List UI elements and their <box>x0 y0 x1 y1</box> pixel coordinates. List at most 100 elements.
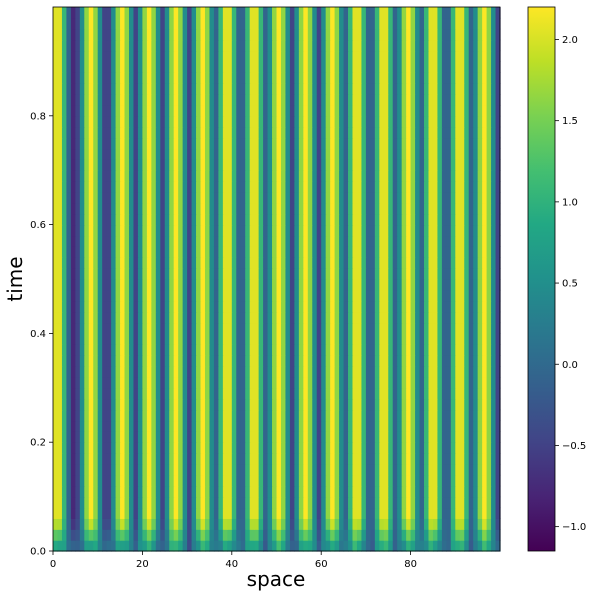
heatmap-cell <box>196 474 202 487</box>
heatmap-cell <box>325 17 331 30</box>
heatmap-cell <box>240 289 246 302</box>
heatmap-cell <box>361 453 367 465</box>
heatmap-cell <box>473 50 479 62</box>
heatmap-cell <box>374 126 380 139</box>
heatmap-cell <box>419 202 425 215</box>
heatmap-cell <box>343 170 349 182</box>
heatmap-cell <box>276 28 282 41</box>
heatmap-cell <box>240 431 246 443</box>
heatmap-cell <box>298 50 304 62</box>
heatmap-cell <box>415 387 421 400</box>
heatmap-cell <box>285 83 291 95</box>
heatmap-cell <box>432 17 439 30</box>
heatmap-cell <box>356 94 363 106</box>
heatmap-cell <box>151 366 157 378</box>
heatmap-cell <box>173 279 179 291</box>
heatmap-cell <box>477 268 483 280</box>
heatmap-cell <box>84 72 90 84</box>
heatmap-cell <box>495 485 501 498</box>
heatmap-cell <box>196 398 202 411</box>
heatmap-cell <box>325 376 331 389</box>
heatmap-cell <box>93 268 99 280</box>
heatmap-cell <box>57 463 63 476</box>
heatmap-cell <box>303 7 309 19</box>
heatmap-cell <box>222 398 228 411</box>
heatmap-cell <box>280 496 287 509</box>
heatmap-cell <box>397 420 403 432</box>
heatmap-cell <box>53 463 59 476</box>
heatmap-cell <box>267 235 273 247</box>
heatmap-cell <box>419 170 425 182</box>
heatmap-cell <box>97 137 103 150</box>
heatmap-cell <box>428 191 434 204</box>
heatmap-cell <box>294 387 300 400</box>
heatmap-cell <box>151 529 157 541</box>
heatmap-cell <box>383 311 389 324</box>
heatmap-cell <box>491 191 497 204</box>
heatmap-cell <box>486 279 492 291</box>
heatmap-cell <box>79 333 85 345</box>
heatmap-cell <box>164 126 170 139</box>
heatmap-cell <box>272 518 278 530</box>
heatmap-cell <box>263 376 269 389</box>
heatmap-cell <box>316 420 322 432</box>
heatmap-cell <box>258 496 264 509</box>
heatmap-cell <box>383 7 389 19</box>
heatmap-cell <box>459 376 465 389</box>
heatmap-cell <box>361 474 367 487</box>
heatmap-cell <box>303 529 309 541</box>
heatmap-cell <box>312 529 318 541</box>
heatmap-cell <box>218 453 224 465</box>
heatmap-cell <box>450 529 456 541</box>
heatmap-cell <box>258 268 264 280</box>
heatmap-cell <box>428 398 434 411</box>
heatmap-cell <box>124 333 130 345</box>
heatmap-cell <box>374 507 380 519</box>
heatmap-cell <box>263 137 269 150</box>
heatmap-cell <box>491 387 497 400</box>
heatmap-cell <box>343 344 349 356</box>
heatmap-cell <box>102 398 108 411</box>
heatmap-cell <box>155 463 161 476</box>
heatmap-cell <box>70 159 76 171</box>
heatmap-cell <box>495 409 501 422</box>
heatmap-cell <box>137 28 143 41</box>
heatmap-cell <box>258 72 264 84</box>
heatmap-cell <box>348 300 354 313</box>
heatmap-cell <box>365 246 371 258</box>
heatmap-cell <box>254 28 260 41</box>
heatmap-cell <box>178 529 184 541</box>
heatmap-cell <box>111 126 117 139</box>
heatmap-cell <box>146 148 152 160</box>
heatmap-cell <box>61 376 68 389</box>
heatmap-cell <box>204 39 211 52</box>
heatmap-cell <box>88 333 94 345</box>
heatmap-cell <box>227 431 233 443</box>
heatmap-cell <box>450 322 456 334</box>
heatmap-cell <box>97 496 103 509</box>
heatmap-cell <box>370 431 376 443</box>
heatmap-cell <box>182 235 188 247</box>
heatmap-cell <box>321 279 327 291</box>
heatmap-cell <box>334 268 340 280</box>
heatmap-cell <box>231 366 237 378</box>
heatmap-cell <box>70 376 76 389</box>
heatmap-cell <box>330 137 336 150</box>
heatmap-cell <box>160 39 166 52</box>
heatmap-cell <box>432 442 439 454</box>
heatmap-cell <box>307 540 313 552</box>
heatmap-cell <box>379 540 385 552</box>
heatmap-cell <box>115 170 121 182</box>
heatmap-cell <box>356 474 363 487</box>
heatmap-cell <box>468 420 474 432</box>
heatmap-cell <box>115 235 121 247</box>
heatmap-cell <box>477 94 483 106</box>
heatmap-cell <box>258 344 264 356</box>
heatmap-cell <box>155 518 161 530</box>
heatmap-cell <box>173 300 179 313</box>
heatmap-cell <box>441 83 447 95</box>
heatmap-cell <box>115 289 121 302</box>
heatmap-cell <box>361 115 367 128</box>
heatmap-cell <box>164 366 170 378</box>
heatmap-cell <box>486 518 492 530</box>
